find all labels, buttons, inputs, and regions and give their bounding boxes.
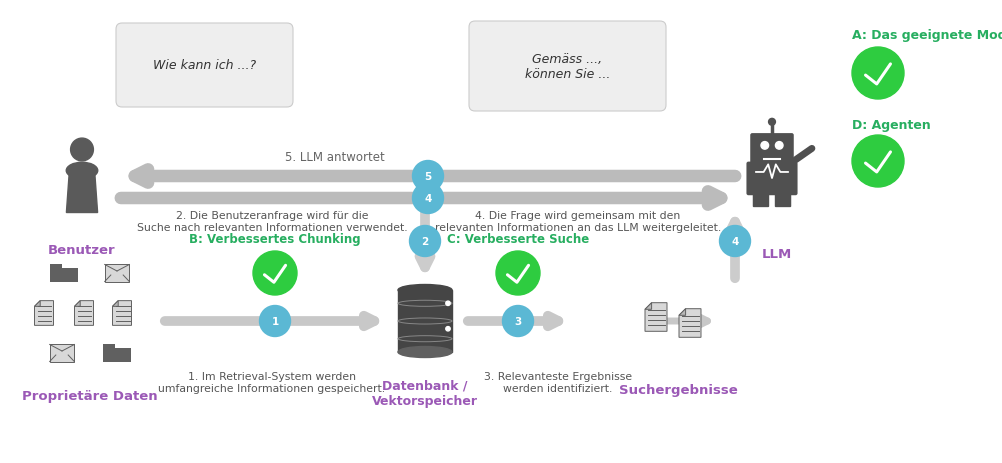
Text: 4: 4 xyxy=(731,237,738,246)
Polygon shape xyxy=(50,345,74,362)
Text: 2. Die Benutzeranfrage wird für die
Suche nach relevanten Informationen verwende: 2. Die Benutzeranfrage wird für die Such… xyxy=(136,211,407,232)
Text: 5: 5 xyxy=(425,172,432,181)
Circle shape xyxy=(769,119,776,126)
Polygon shape xyxy=(74,301,93,325)
Polygon shape xyxy=(112,301,118,307)
Text: 1: 1 xyxy=(272,316,279,326)
Text: 5. LLM antwortet: 5. LLM antwortet xyxy=(286,150,385,163)
Circle shape xyxy=(852,136,904,188)
FancyBboxPatch shape xyxy=(469,22,666,112)
Circle shape xyxy=(776,142,783,150)
Text: 1. Im Retrieval-System werden
umfangreiche Informationen gespeichert.: 1. Im Retrieval-System werden umfangreic… xyxy=(158,371,386,393)
Text: 4: 4 xyxy=(424,194,432,204)
Polygon shape xyxy=(34,301,53,325)
Text: 4. Die Frage wird gemeinsam mit den
relevanten Informationen an das LLM weiterge: 4. Die Frage wird gemeinsam mit den rele… xyxy=(435,211,721,232)
Ellipse shape xyxy=(398,347,452,358)
FancyBboxPatch shape xyxy=(775,193,792,208)
Text: A: Das geeignete Modell: A: Das geeignete Modell xyxy=(852,30,1002,43)
Polygon shape xyxy=(103,344,115,349)
Text: Wie kann ich ...?: Wie kann ich ...? xyxy=(153,59,257,72)
Polygon shape xyxy=(50,269,77,283)
Circle shape xyxy=(502,306,533,337)
Circle shape xyxy=(496,251,540,295)
Bar xyxy=(398,290,452,352)
Polygon shape xyxy=(104,265,129,282)
Text: LLM: LLM xyxy=(762,247,793,260)
Polygon shape xyxy=(34,301,40,307)
Polygon shape xyxy=(66,171,97,213)
Polygon shape xyxy=(50,264,62,269)
Polygon shape xyxy=(74,301,80,307)
Circle shape xyxy=(413,161,444,192)
Text: Datenbank /
Vektorspeicher: Datenbank / Vektorspeicher xyxy=(372,379,478,407)
Circle shape xyxy=(70,139,93,162)
Circle shape xyxy=(410,226,441,257)
Polygon shape xyxy=(112,301,131,325)
Circle shape xyxy=(253,251,297,295)
Ellipse shape xyxy=(66,163,98,179)
Text: 2: 2 xyxy=(422,237,429,246)
Ellipse shape xyxy=(398,285,452,296)
FancyBboxPatch shape xyxy=(746,162,798,196)
Polygon shape xyxy=(103,349,130,363)
Text: C: Verbesserte Suche: C: Verbesserte Suche xyxy=(447,232,589,245)
FancyBboxPatch shape xyxy=(750,134,794,167)
Text: 3: 3 xyxy=(514,316,522,326)
Text: Suchergebnisse: Suchergebnisse xyxy=(618,383,737,396)
Text: 3. Relevanteste Ergebnisse
werden identifiziert.: 3. Relevanteste Ergebnisse werden identi… xyxy=(484,371,632,393)
Circle shape xyxy=(761,142,769,150)
Polygon shape xyxy=(645,303,651,310)
Circle shape xyxy=(719,226,750,257)
Text: B: Verbessertes Chunking: B: Verbessertes Chunking xyxy=(189,232,361,245)
Text: Proprietäre Daten: Proprietäre Daten xyxy=(22,389,157,402)
Polygon shape xyxy=(679,309,701,338)
Circle shape xyxy=(413,183,444,214)
Text: Benutzer: Benutzer xyxy=(48,244,116,257)
Polygon shape xyxy=(645,303,667,332)
FancyBboxPatch shape xyxy=(753,193,770,208)
Circle shape xyxy=(852,48,904,100)
Circle shape xyxy=(446,327,450,331)
Text: Gemäss ...,
können Sie ...: Gemäss ..., können Sie ... xyxy=(525,53,610,81)
Text: D: Agenten: D: Agenten xyxy=(852,119,931,132)
Polygon shape xyxy=(679,309,685,316)
Circle shape xyxy=(446,301,450,306)
FancyBboxPatch shape xyxy=(116,24,293,108)
Circle shape xyxy=(260,306,291,337)
